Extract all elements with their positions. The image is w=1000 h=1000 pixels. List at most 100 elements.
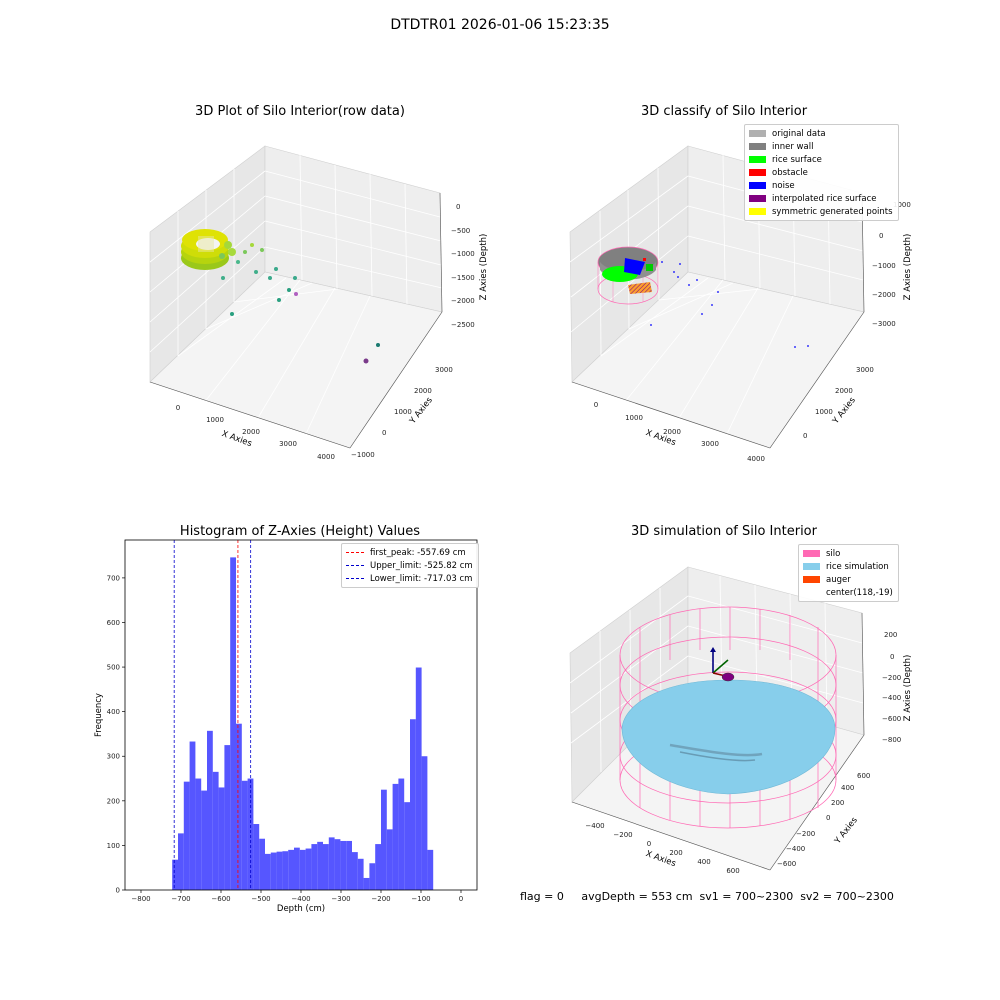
legend-swatch [749,169,766,176]
raw-plot-title: 3D Plot of Silo Interior(row data) [195,104,405,119]
raw-xtick: 1000 [206,416,224,424]
histogram-xtick-label: −100 [411,895,430,903]
histogram-xticks: −800 −700 −600 −500 −400 −300 −200 −100 0 [131,890,463,903]
histogram-bar [415,667,422,890]
classify-legend-item: rice surface [749,153,893,166]
legend-swatch [749,208,766,215]
histogram-bar [247,778,254,890]
histogram-bar [398,778,405,890]
legend-label: obstacle [772,167,808,178]
histogram-xtick-label: 0 [459,895,463,903]
sim-ztick: 200 [884,631,897,639]
legend-swatch [803,563,820,570]
histogram-bar [375,844,381,890]
histogram-bar [392,783,399,890]
histogram-bar [183,781,190,890]
raw-xtick: 0 [176,404,180,412]
raw-ytick: 2000 [414,387,432,395]
legend-label: rice simulation [826,561,889,572]
legend-label: rice surface [772,154,822,165]
legend-label: auger [826,574,851,585]
classify-ztick: 0 [879,232,883,240]
classify-xtick: 3000 [701,440,719,448]
sim-xtick: 0 [647,840,651,848]
histogram-bar [346,840,352,890]
legend-line [346,578,364,579]
classify-xtick: 4000 [747,455,765,463]
legend-label: inner wall [772,141,814,152]
classify-point-cloud [597,246,809,348]
classify-legend-item: obstacle [749,166,893,179]
histogram-bar [305,848,312,890]
legend-label: center(118,-19) [826,587,893,598]
histogram-bar [410,719,416,890]
histogram-vlines [173,540,252,890]
rice-simulation-surface [621,679,836,795]
classify-ztick: −1000 [872,262,896,270]
classify-legend-item: inner wall [749,140,893,153]
histogram-xtick-label: −400 [291,895,310,903]
classify-ytick: 0 [803,432,807,440]
legend-swatch [749,143,766,150]
auger [710,647,735,682]
sim-xtick: 600 [726,867,739,875]
sim-ylabel: Y Axies [832,815,860,847]
raw-ztick: −500 [451,227,470,235]
classify-3d-plot: 0 1000 2000 3000 4000 0 1000 2000 3000 1… [569,145,913,463]
classify-ytick: 1000 [815,408,833,416]
histogram-bar [294,847,300,890]
classify-zlabel: Z Axies (Depth) [903,234,913,301]
simulation-legend-item: auger [803,573,893,586]
histogram-ytick-label: 500 [107,664,120,672]
legend-swatch [803,576,820,583]
raw-ztick: −2000 [451,297,475,305]
histogram-ytick-label: 100 [107,842,120,850]
classify-ztick: −3000 [872,320,896,328]
histogram-bar [178,833,184,890]
histogram-bar [363,877,370,890]
legend-label: Lower_limit: -717.03 cm [370,573,473,584]
legend-label: noise [772,180,795,191]
histogram-xtick-label: −800 [131,895,150,903]
histogram-bar [218,787,225,890]
classify-tick-labels: 0 1000 2000 3000 4000 0 1000 2000 3000 1… [594,201,911,463]
legend-swatch [749,182,766,189]
histogram-bar [381,789,387,890]
legend-label: original data [772,128,826,139]
simulation-plot-title: 3D simulation of Silo Interior [631,524,817,539]
legend-swatch [749,156,766,163]
histogram-legend-item: Upper_limit: -525.82 cm [346,559,473,572]
sim-xtick: 400 [697,858,710,866]
histogram-bar [323,844,329,890]
sim-zlabel: Z Axies (Depth) [903,655,913,722]
raw-ytick: −1000 [351,451,375,459]
histogram-bar [340,840,347,890]
histogram-xtick-label: −600 [211,895,230,903]
histogram-bar [259,838,265,890]
classify-xtick: 1000 [625,414,643,422]
sim-ytick: 0 [826,814,830,822]
raw-ztick: 0 [456,203,460,211]
histogram-bar [328,837,335,890]
histogram-bar [236,723,242,890]
histogram-ytick-label: 700 [107,574,120,582]
simulation-3d-plot: −400 −200 0 200 400 600 −600 −400 −200 0… [569,566,913,875]
classify-legend: original data inner wall rice surface ob… [744,124,899,221]
histogram-bar [195,778,202,890]
histogram-ytick-label: 400 [107,708,120,716]
histogram-xtick-label: −300 [331,895,350,903]
classify-ytick: 2000 [835,387,853,395]
raw-ytick: 3000 [435,366,453,374]
sim-ztick: −600 [882,715,901,723]
simulation-legend: silo rice simulation auger center(118,-1… [798,544,899,602]
sim-ytick: 200 [831,799,844,807]
histogram-bar [172,859,178,890]
raw-ytick: 0 [382,429,386,437]
sim-xtick: −400 [585,822,604,830]
sim-ytick: 400 [841,784,854,792]
histogram-legend-item: first_peak: -557.69 cm [346,546,473,559]
classify-xtick: 0 [594,401,598,409]
classify-xtick: 2000 [663,428,681,436]
histogram-bar [189,741,196,890]
raw-ytick: 1000 [394,408,412,416]
